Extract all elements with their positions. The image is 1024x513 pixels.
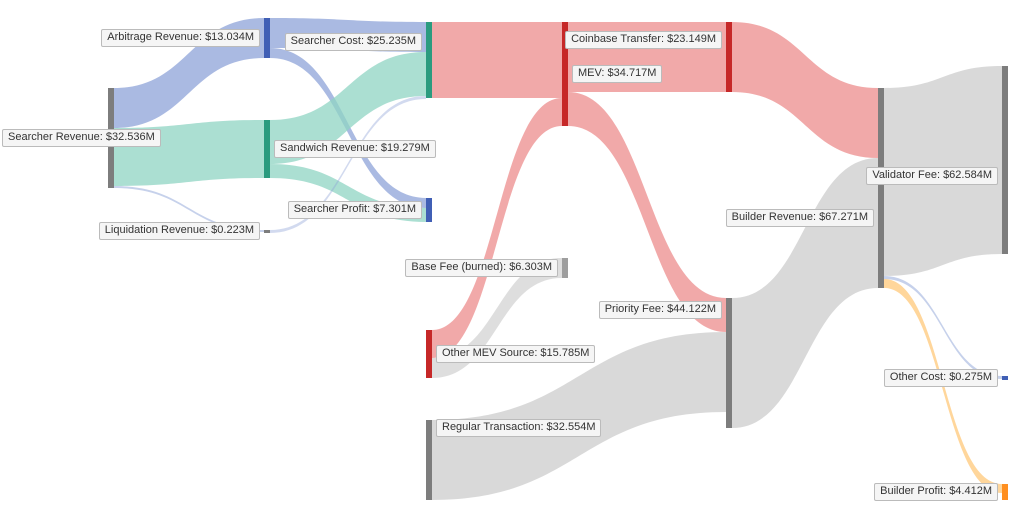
sankey-node-arbitrage_revenue (264, 18, 270, 58)
sankey-link (114, 186, 264, 232)
sankey-link (732, 22, 878, 158)
sankey-link (432, 332, 726, 500)
sankey-diagram: Searcher Revenue: $32.536MArbitrage Reve… (0, 0, 1024, 513)
sankey-node-other_mev_source (426, 330, 432, 378)
sankey-node-liquidation_revenue (264, 230, 270, 233)
sankey-link (270, 52, 426, 164)
sankey-links (114, 18, 1002, 500)
sankey-node-validator_fee (1002, 66, 1008, 254)
sankey-link (114, 18, 264, 128)
sankey-link (884, 279, 1002, 493)
sankey-node-searcher_revenue (108, 88, 114, 188)
sankey-svg (0, 0, 1024, 513)
sankey-link (432, 22, 562, 98)
sankey-link (568, 22, 726, 92)
sankey-link (568, 92, 726, 332)
sankey-node-sandwich_revenue (264, 120, 270, 178)
sankey-node-priority_fee (726, 298, 732, 428)
sankey-link (732, 158, 878, 428)
sankey-node-coinbase_transfer (726, 22, 732, 92)
sankey-node-builder_profit (1002, 484, 1008, 500)
sankey-link (114, 120, 264, 186)
sankey-link (270, 18, 426, 52)
sankey-node-searcher_profit (426, 198, 432, 222)
sankey-node-mev (562, 22, 568, 126)
sankey-node-other_cost (1002, 376, 1008, 380)
sankey-node-searcher_cost (426, 22, 432, 98)
sankey-node-regular_transaction (426, 420, 432, 500)
sankey-node-base_fee (562, 258, 568, 278)
sankey-node-builder_revenue (878, 88, 884, 288)
sankey-link (432, 258, 562, 378)
sankey-link (884, 66, 1002, 276)
